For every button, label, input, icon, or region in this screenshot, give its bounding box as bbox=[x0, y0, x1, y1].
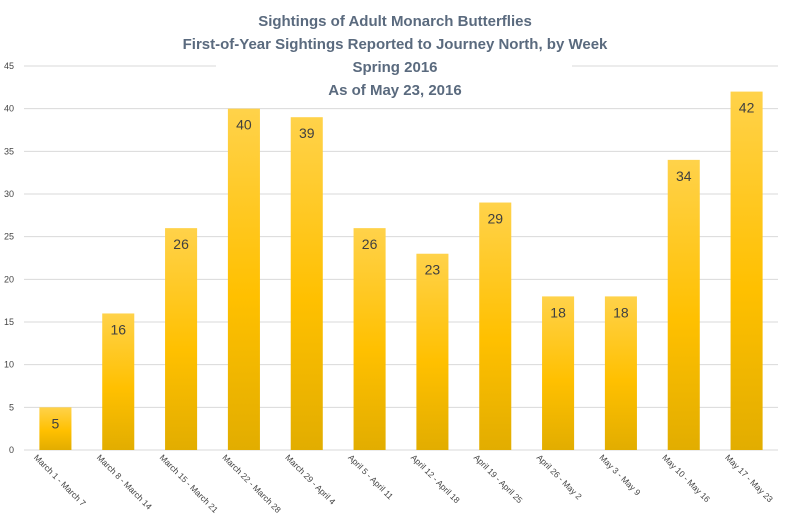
y-tick-label: 20 bbox=[4, 274, 14, 284]
data-label: 26 bbox=[362, 236, 378, 252]
bar-2 bbox=[102, 313, 135, 450]
data-label: 40 bbox=[236, 117, 252, 133]
x-tick-label: March 22 - March 28 bbox=[221, 452, 284, 515]
data-label: 18 bbox=[550, 304, 566, 320]
bar-6 bbox=[353, 228, 386, 450]
data-label: 16 bbox=[110, 321, 126, 337]
y-tick-label: 0 bbox=[9, 445, 14, 455]
x-tick-label: May 10 - May 16 bbox=[660, 452, 712, 504]
data-label: 29 bbox=[487, 211, 503, 227]
chart-title: Sightings of Adult Monarch Butterflies F… bbox=[183, 8, 608, 100]
data-label: 23 bbox=[425, 262, 441, 278]
x-tick-label: April 5 - April 11 bbox=[346, 452, 395, 501]
title-line-2: First-of-Year Sightings Reported to Jour… bbox=[183, 36, 608, 53]
y-tick-label: 45 bbox=[4, 61, 14, 71]
x-tick-label: March 8 - March 14 bbox=[95, 452, 154, 511]
x-tick-label: March 1 - March 7 bbox=[32, 452, 88, 508]
bars bbox=[39, 91, 763, 451]
bar-10 bbox=[604, 296, 637, 450]
bar-4 bbox=[227, 108, 260, 451]
x-tick-label: March 15 - March 21 bbox=[158, 452, 221, 515]
title-line-3: Spring 2016 bbox=[352, 59, 437, 76]
y-tick-label: 25 bbox=[4, 232, 14, 242]
x-tick-label: April 12 - April 18 bbox=[409, 452, 462, 505]
x-axis-ticks: March 1 - March 7 March 8 - March 14 March… bbox=[32, 452, 775, 515]
data-labels: 5 16 26 40 39 26 23 29 18 18 34 42 bbox=[52, 100, 755, 432]
bar-12 bbox=[730, 91, 763, 450]
bar-7 bbox=[416, 253, 449, 450]
y-tick-label: 40 bbox=[4, 104, 14, 114]
bar-5 bbox=[290, 117, 323, 450]
y-tick-label: 10 bbox=[4, 360, 14, 370]
title-background bbox=[216, 8, 572, 100]
data-label: 39 bbox=[299, 125, 315, 141]
gridlines bbox=[24, 65, 778, 451]
title-line-1: Sightings of Adult Monarch Butterflies bbox=[258, 13, 532, 30]
data-label: 5 bbox=[52, 415, 60, 431]
x-tick-label: April 26 - May 2 bbox=[535, 452, 584, 501]
y-axis-ticks: 0 5 10 15 20 25 30 35 40 45 bbox=[4, 61, 14, 455]
x-tick-label: March 29 - April 4 bbox=[283, 452, 337, 506]
y-tick-label: 35 bbox=[4, 146, 14, 156]
x-tick-label: April 19 - April 25 bbox=[472, 452, 525, 505]
title-line-4: As of May 23, 2016 bbox=[328, 82, 461, 99]
data-label: 18 bbox=[613, 304, 629, 320]
x-tick-label: May 3 - May 9 bbox=[598, 452, 643, 497]
y-tick-label: 15 bbox=[4, 317, 14, 327]
y-tick-label: 5 bbox=[9, 402, 14, 412]
bar-11 bbox=[667, 159, 700, 450]
bar-3 bbox=[165, 228, 198, 450]
data-label: 34 bbox=[676, 168, 692, 184]
data-label: 42 bbox=[739, 100, 755, 116]
x-tick-label: May 17 - May 23 bbox=[723, 452, 775, 504]
bar-1 bbox=[39, 407, 72, 450]
bar-8 bbox=[479, 202, 512, 450]
bar-9 bbox=[542, 296, 575, 450]
data-label: 26 bbox=[173, 236, 189, 252]
y-tick-label: 30 bbox=[4, 189, 14, 199]
